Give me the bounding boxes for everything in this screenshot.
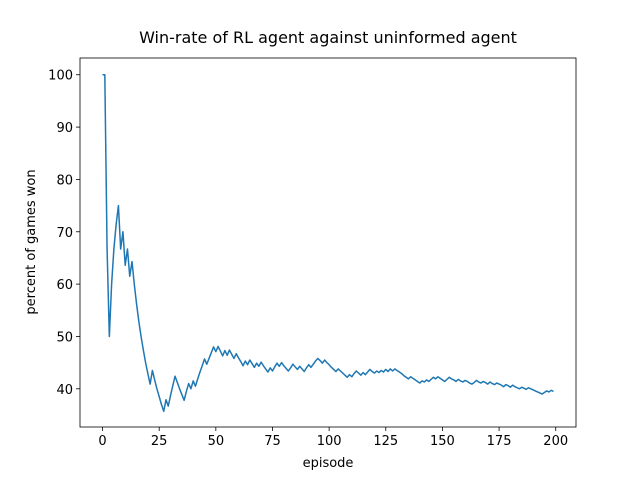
x-tick-label: 100 — [317, 434, 342, 449]
x-tick-label: 150 — [430, 434, 455, 449]
plot-frame — [79, 57, 577, 428]
y-tick-label: 70 — [56, 226, 73, 241]
y-tick-label: 90 — [56, 121, 73, 136]
series-line — [102, 73, 554, 413]
y-tick-label: 60 — [56, 278, 73, 293]
y-tick-label: 50 — [56, 330, 73, 345]
x-tick-label: 75 — [264, 434, 281, 449]
x-tick-label: 125 — [373, 434, 398, 449]
y-tick-label: 40 — [56, 383, 73, 398]
x-tick-label: 0 — [98, 434, 106, 449]
x-axis-label: episode — [303, 456, 354, 471]
x-tick-label: 200 — [543, 434, 568, 449]
x-tick-label: 25 — [151, 434, 168, 449]
y-axis-label: percent of games won — [24, 169, 39, 314]
x-tick-label: 50 — [208, 434, 225, 449]
y-tick-label: 80 — [56, 173, 73, 188]
y-tick-label: 100 — [48, 69, 73, 84]
chart-title: Win-rate of RL agent against uninformed … — [139, 28, 517, 47]
x-tick-label: 175 — [487, 434, 512, 449]
